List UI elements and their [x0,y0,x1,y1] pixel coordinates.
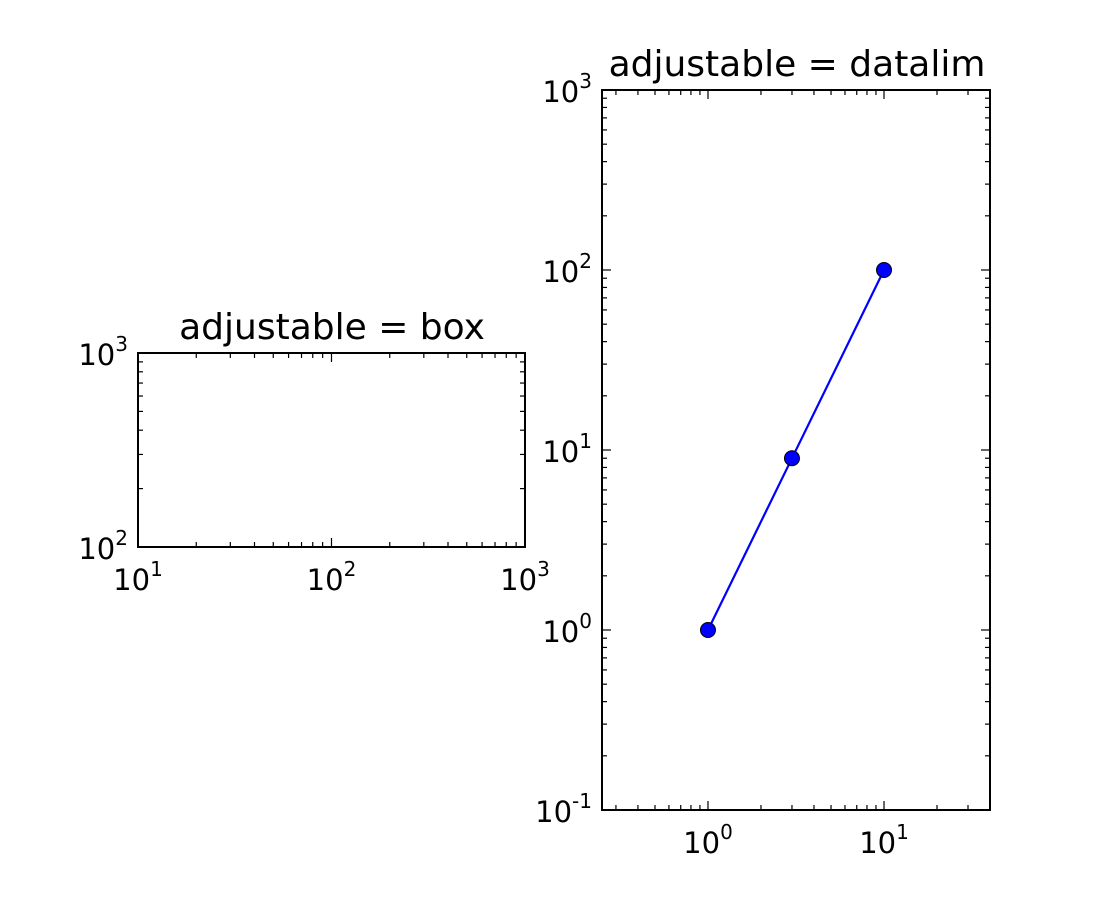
data-point [876,262,893,278]
y-tick-label: 100 [542,609,592,649]
x-tick-label: 100 [683,820,733,860]
x-tick-label: 103 [500,557,550,597]
subplot-title: adjustable = box [179,307,485,348]
x-tick-label: 101 [113,557,163,597]
y-tick-label: 102 [78,526,128,566]
tick-marks [137,352,526,548]
y-tick-label: 101 [542,429,592,469]
y-tick-label: 103 [78,332,128,372]
x-tick-label: 101 [859,820,909,860]
y-tick-label: 103 [542,69,592,109]
data-point [783,450,800,467]
subplot-title: adjustable = datalim [609,44,986,85]
axes-frame [137,352,526,548]
y-tick-label: 10-1 [535,789,592,829]
tick-marks [602,89,991,811]
subplot-adjustable-datalim: adjustable = datalim 100 101 10-1 100 101 102… [535,44,991,860]
series-line [707,269,885,631]
x-tick-label: 102 [307,557,357,597]
y-tick-label: 102 [542,249,592,289]
data-point [699,622,716,638]
